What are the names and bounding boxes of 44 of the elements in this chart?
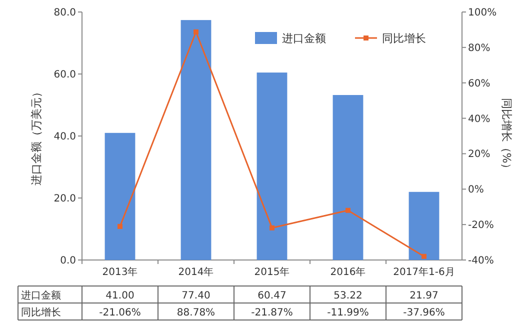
point: [194, 29, 198, 34]
data-label: 60.47: [258, 290, 286, 302]
legend-label: 同比增长: [382, 32, 426, 45]
legend-label: 进口金额: [282, 32, 326, 45]
y2-tick-label: 0%: [468, 184, 484, 196]
bar: [256, 72, 288, 260]
bar: [408, 192, 440, 260]
data-label: -37.96%: [403, 308, 445, 318]
y2-tick-label: -40%: [468, 256, 494, 266]
y2-tick-label: 100%: [468, 8, 497, 18]
bar: [332, 95, 364, 260]
x-tick-label: 2015年: [254, 266, 290, 278]
bar: [104, 132, 136, 260]
x-tick-label: 2017年1-6月: [393, 266, 455, 278]
y2-tick-label: 20%: [468, 149, 490, 160]
x-tick-label: 2016年: [330, 266, 366, 278]
y2-tick-label: 80%: [468, 42, 490, 54]
data-label: 77.40: [182, 290, 210, 302]
y-tick-label: 80.0: [54, 8, 76, 18]
text: 进口金额: [21, 290, 61, 302]
x-tick-label: 2013年: [102, 266, 138, 278]
point: [422, 254, 426, 259]
y-tick-label: 40.0: [54, 132, 76, 142]
data-label: -21.87%: [251, 308, 293, 318]
point: [346, 208, 350, 213]
point: [270, 225, 274, 230]
y-tick-label: 20.0: [54, 194, 76, 204]
data-label: -11.99%: [327, 308, 369, 318]
y2-axis-title: 同比增长（%）: [500, 98, 513, 174]
point: [118, 224, 122, 229]
y2-tick-label: -20%: [468, 220, 494, 232]
y-tick-label: 60.0: [54, 70, 76, 80]
data-label: 53.22: [334, 290, 362, 302]
bar: [180, 20, 212, 260]
data-label: 41.00: [106, 290, 134, 302]
y2-tick-label: 40%: [468, 114, 490, 125]
data-label: -21.06%: [99, 308, 141, 318]
x-tick-label: 2014年: [178, 266, 214, 278]
text: 同比增长: [21, 308, 61, 318]
data-label: 21.97: [410, 290, 438, 302]
y2-tick-label: 60%: [468, 78, 490, 90]
y-axis-title: 进口金额（万美元）: [30, 86, 43, 186]
data-label: 88.78%: [176, 308, 216, 318]
y-tick-label: 0.0: [60, 256, 76, 266]
